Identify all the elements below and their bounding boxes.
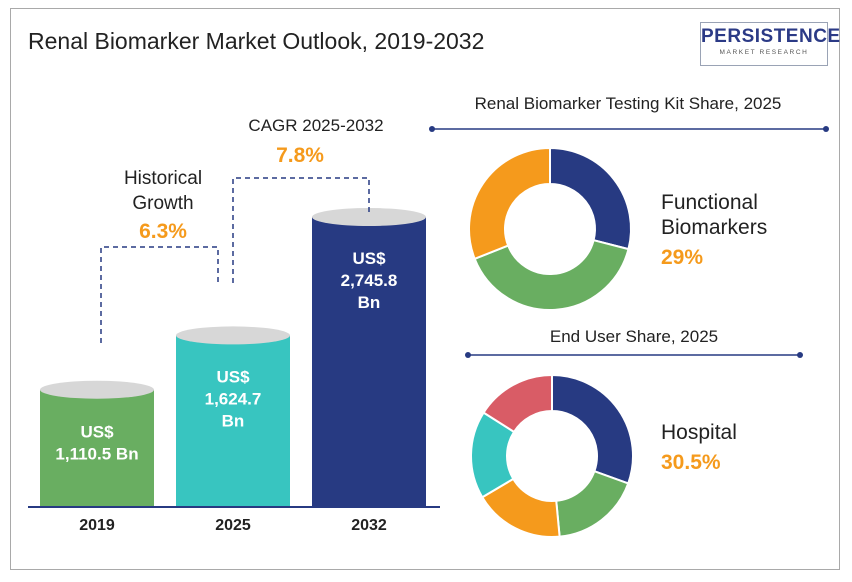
cagr-connector	[232, 177, 370, 283]
rule-dot	[823, 126, 829, 132]
bar-value-label: US$	[352, 249, 386, 268]
cagr-value: 7.8%	[276, 144, 324, 167]
bar-top-2019	[40, 380, 154, 399]
historical-growth-label: Growth	[132, 193, 193, 214]
logo-name: PERSISTENCE	[701, 26, 841, 47]
bar-2032	[312, 217, 426, 507]
x-tick-label: 2025	[215, 517, 251, 534]
logo-tagline: MARKET RESEARCH	[719, 49, 809, 56]
historical-growth-connector	[100, 246, 219, 343]
bar-value-label: Bn	[358, 293, 381, 312]
bar-2019	[40, 389, 154, 507]
bar-value-label: 1,110.5 Bn	[55, 445, 138, 464]
rule-dot	[797, 352, 803, 358]
donut-1-title: Renal Biomarker Testing Kit Share, 2025	[475, 94, 782, 113]
donut-2-title: End User Share, 2025	[550, 327, 718, 346]
persistence-logo: PERSISTENCE MARKET RESEARCH	[700, 22, 841, 66]
donut-1-slice-1	[473, 238, 630, 311]
bar-value-label: US$	[80, 423, 114, 442]
donut-1-slice-0	[549, 146, 632, 251]
donut-1-highlight-label: Biomarkers	[661, 216, 767, 239]
bar-2025	[176, 335, 290, 507]
rule-dot	[429, 126, 435, 132]
donut-1-slice-2	[468, 146, 551, 261]
cagr-label: CAGR 2025-2032	[248, 116, 383, 135]
donut-1-highlight-label: Functional	[661, 191, 758, 214]
historical-growth-label: Historical	[124, 168, 202, 189]
bar-top-2032	[312, 208, 426, 226]
page-title: Renal Biomarker Market Outlook, 2019-203…	[28, 28, 485, 54]
donut-2-slice-0	[551, 373, 634, 485]
donut-1-highlight-value: 29%	[661, 246, 703, 269]
donut-2-slice-4	[482, 373, 553, 434]
rule-dot	[465, 352, 471, 358]
bar-value-label: Bn	[222, 411, 245, 430]
bar-value-label: US$	[216, 367, 250, 386]
x-tick-label: 2019	[79, 517, 115, 534]
donut-2-highlight-value: 30.5%	[661, 451, 721, 474]
bar-value-label: 2,745.8	[341, 271, 398, 290]
bar-top-2025	[176, 326, 290, 345]
donut-2-slice-1	[555, 469, 630, 538]
x-tick-label: 2032	[351, 517, 387, 534]
historical-growth-value: 6.3%	[139, 220, 187, 243]
donut-2-highlight-label: Hospital	[661, 421, 737, 444]
bar-value-label: 1,624.7	[205, 389, 262, 408]
